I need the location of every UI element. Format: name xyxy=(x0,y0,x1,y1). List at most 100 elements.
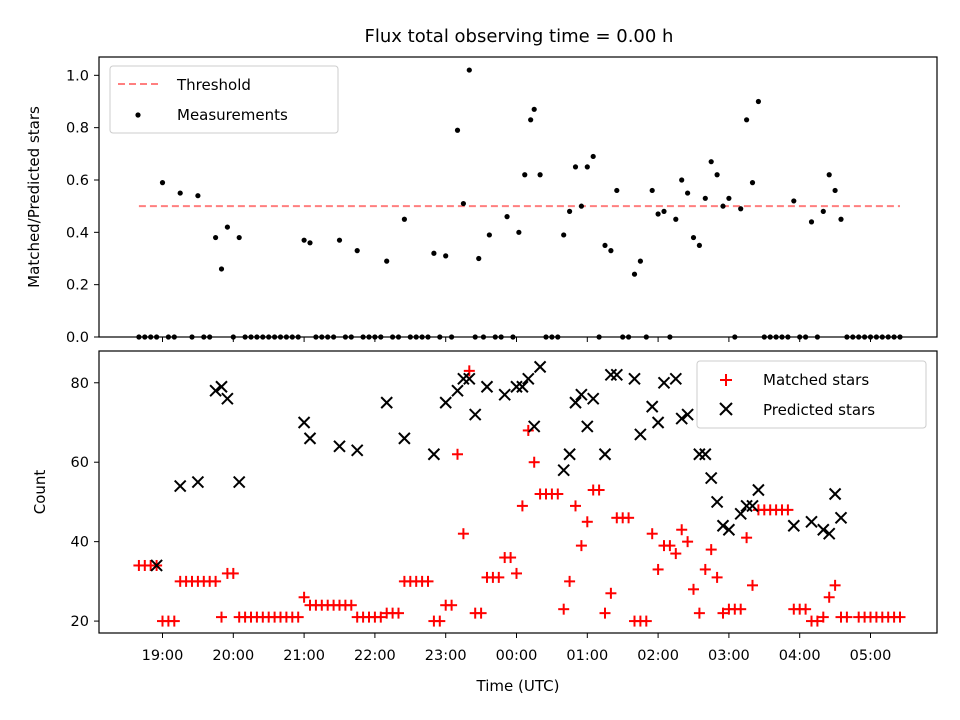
measurement-point xyxy=(862,334,868,340)
measurement-point xyxy=(578,203,585,209)
measurement-point xyxy=(744,117,750,123)
measurement-point xyxy=(454,127,461,133)
predicted-star-marker xyxy=(510,380,523,393)
predicted-star-marker xyxy=(828,487,842,501)
measurement-point xyxy=(480,334,487,340)
bottom-plot-frame xyxy=(98,350,938,634)
matched-star-marker xyxy=(564,575,576,587)
measurement-point xyxy=(637,258,644,264)
predicted-star-marker xyxy=(468,408,482,421)
matched-star-marker xyxy=(558,603,570,615)
predicted-star-marker xyxy=(221,392,234,405)
predicted-star-marker xyxy=(716,519,730,532)
measurement-point xyxy=(486,232,492,238)
measurement-point xyxy=(242,334,248,340)
measurement-point xyxy=(348,334,354,340)
measurement-point xyxy=(779,334,785,340)
matched-star-marker xyxy=(422,575,434,587)
measurement-point xyxy=(844,334,850,340)
top-legend: Threshold Measurements xyxy=(109,65,339,134)
measurement-point xyxy=(720,203,726,209)
measurement-point xyxy=(685,190,691,196)
predicted-star-marker xyxy=(651,416,665,429)
measurements-legend-label: Measurements xyxy=(177,106,288,124)
measurement-point xyxy=(773,334,779,340)
measurement-point xyxy=(626,334,632,340)
matched-star-marker xyxy=(800,603,812,615)
matched-star-marker xyxy=(168,615,180,627)
measurement-point xyxy=(171,334,177,340)
measurement-point xyxy=(498,334,504,340)
measurement-point xyxy=(460,200,466,207)
matched-star-marker xyxy=(581,516,593,528)
matched-star-marker xyxy=(375,611,387,623)
measurement-point xyxy=(885,334,891,340)
top-plot-frame xyxy=(98,56,938,338)
x-tick-label: 03:00 xyxy=(708,648,750,664)
measurement-point xyxy=(891,334,897,340)
measurement-point xyxy=(522,172,528,178)
matched-star-marker xyxy=(457,528,469,540)
measurement-point xyxy=(661,208,667,214)
predicted-star-marker xyxy=(675,412,688,425)
measurement-point xyxy=(738,206,744,212)
predicted-star-marker xyxy=(173,479,187,493)
measurement-point xyxy=(732,334,738,340)
matched-star-marker xyxy=(292,611,304,623)
bottom-panel: Count Time (UTC) 20 40 60 80 19:00 20:00 21:0… xyxy=(31,350,938,695)
predicted-star-marker xyxy=(350,444,364,457)
predicted-star-marker xyxy=(746,499,759,513)
matched-star-marker xyxy=(393,607,404,619)
measurement-point xyxy=(360,334,366,340)
matched-star-marker xyxy=(605,587,617,599)
measurement-point xyxy=(260,334,266,340)
measurement-point xyxy=(761,334,767,340)
top-y-tick-label: 0.6 xyxy=(66,173,89,189)
measurement-point xyxy=(449,334,455,340)
top-legend-box xyxy=(109,65,339,134)
matched-star-marker xyxy=(505,552,517,564)
measurement-point xyxy=(325,334,331,340)
measurement-point xyxy=(572,164,579,170)
x-tick-label: 21:00 xyxy=(283,648,325,664)
measurement-point xyxy=(148,334,154,340)
measurement-point xyxy=(331,334,337,340)
predicted-star-marker xyxy=(297,416,311,429)
measurement-point xyxy=(254,334,260,340)
predicted-star-marker xyxy=(480,380,494,393)
matched-star-marker xyxy=(493,571,505,583)
matched-star-marker xyxy=(516,500,528,512)
matched-star-marker xyxy=(452,448,463,460)
bottom-legend-box xyxy=(696,360,927,429)
measurement-point xyxy=(504,214,510,220)
measurement-point xyxy=(189,334,195,340)
measurement-point xyxy=(230,334,236,340)
matched-star-marker xyxy=(811,615,823,627)
measurement-point xyxy=(631,271,638,277)
measurement-point xyxy=(372,334,378,340)
measurement-point xyxy=(726,195,732,201)
top-y-tick-label: 0.4 xyxy=(66,225,89,241)
measurement-point xyxy=(384,258,390,264)
measurement-point xyxy=(213,234,219,241)
predicted-star-marker xyxy=(527,420,541,433)
measurement-point xyxy=(803,334,809,340)
measurement-point xyxy=(336,237,343,243)
predicted-star-marker xyxy=(586,392,600,405)
measurement-point xyxy=(142,334,148,340)
predicted-star-marker xyxy=(457,372,470,386)
predicted-star-marker xyxy=(533,360,547,374)
predicted-star-marker xyxy=(575,388,588,401)
matched-star-marker xyxy=(688,583,699,595)
bottom-y-axis-label: Count xyxy=(31,470,49,515)
matched-star-marker xyxy=(652,563,664,575)
predicted-star-marker xyxy=(710,495,724,509)
predicted-star-marker xyxy=(645,400,659,413)
predicted-star-marker xyxy=(191,475,205,489)
measurement-point xyxy=(555,334,561,340)
measurement-point xyxy=(165,334,171,340)
predicted-star-marker xyxy=(822,527,836,540)
measurement-point xyxy=(295,334,301,340)
measurement-point xyxy=(307,240,313,246)
